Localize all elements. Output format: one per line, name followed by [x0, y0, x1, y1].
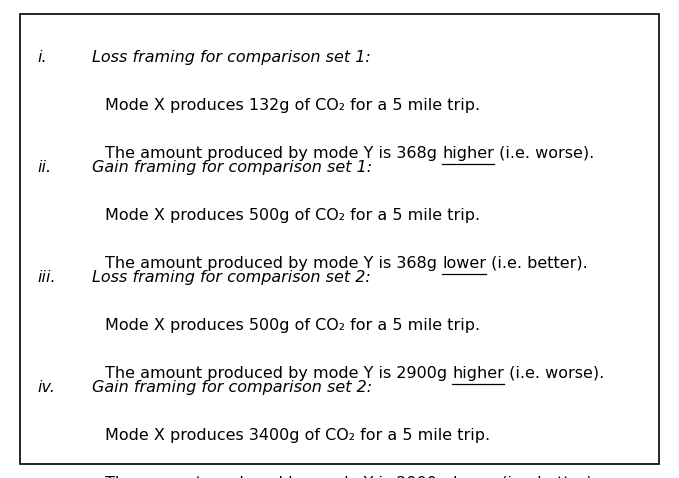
Text: Mode X produces 132g of CO₂ for a 5 mile trip.: Mode X produces 132g of CO₂ for a 5 mile…: [105, 98, 480, 113]
Text: The amount produced by mode Y is 368g: The amount produced by mode Y is 368g: [105, 146, 443, 161]
Text: Mode X produces 500g of CO₂ for a 5 mile trip.: Mode X produces 500g of CO₂ for a 5 mile…: [105, 318, 480, 333]
Text: Gain framing for comparison set 2:: Gain framing for comparison set 2:: [92, 380, 372, 395]
Text: higher: higher: [452, 366, 504, 380]
Text: i.: i.: [37, 50, 47, 65]
Text: Gain framing for comparison set 1:: Gain framing for comparison set 1:: [92, 160, 372, 175]
Text: Mode X produces 500g of CO₂ for a 5 mile trip.: Mode X produces 500g of CO₂ for a 5 mile…: [105, 208, 480, 223]
Text: (i.e. better).: (i.e. better).: [486, 256, 588, 271]
Text: The amount produced by mode Y is 2900g: The amount produced by mode Y is 2900g: [105, 366, 452, 380]
Text: higher: higher: [443, 146, 494, 161]
Text: iv.: iv.: [37, 380, 55, 395]
Text: Loss framing for comparison set 1:: Loss framing for comparison set 1:: [92, 50, 371, 65]
Text: The amount produced by mode Y is 2900g: The amount produced by mode Y is 2900g: [105, 476, 452, 478]
Text: iii.: iii.: [37, 270, 56, 285]
Text: Mode X produces 3400g of CO₂ for a 5 mile trip.: Mode X produces 3400g of CO₂ for a 5 mil…: [105, 428, 490, 443]
Text: (i.e. worse).: (i.e. worse).: [494, 146, 595, 161]
Text: The amount produced by mode Y is 368g: The amount produced by mode Y is 368g: [105, 256, 443, 271]
Text: (i.e. better).: (i.e. better).: [496, 476, 598, 478]
Text: (i.e. worse).: (i.e. worse).: [504, 366, 604, 380]
Text: ii.: ii.: [37, 160, 52, 175]
Text: lower: lower: [443, 256, 486, 271]
Text: Loss framing for comparison set 2:: Loss framing for comparison set 2:: [92, 270, 371, 285]
Text: lower: lower: [452, 476, 496, 478]
